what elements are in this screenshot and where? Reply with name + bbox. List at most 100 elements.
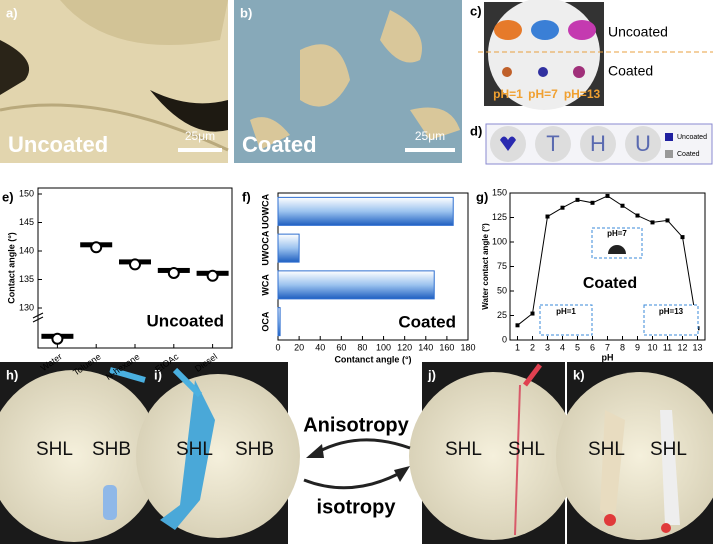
x-tick-label: 120	[397, 342, 412, 352]
y-tick-label: 100	[492, 236, 507, 246]
x-tick-label: 10	[647, 342, 657, 352]
panel-b: b) Coated 25μm	[234, 0, 462, 163]
y-axis-label: Water contact angle (°)	[481, 223, 490, 310]
panel-label: k)	[573, 367, 585, 382]
y-tick-label: 145	[19, 217, 34, 227]
x-tick-label: 9	[635, 342, 640, 352]
scale-bar: 25μm	[415, 129, 445, 143]
panel-label: j)	[427, 367, 436, 382]
panel-d: d) T H U Uncoated Coated	[470, 123, 713, 165]
region-label: SHB	[92, 439, 131, 460]
marker	[665, 218, 670, 223]
row-label: Coated	[608, 63, 653, 79]
x-tick-label: 2	[530, 342, 535, 352]
photos: h) i) j) k) SHL SHB SHL SHB SHL SHL SHL …	[0, 360, 713, 544]
panel-a: a) Uncoated 25μm	[0, 0, 229, 163]
x-tick-label: 180	[460, 342, 475, 352]
marker	[650, 220, 655, 225]
x-tick-label: 0	[275, 342, 280, 352]
annotation: Coated	[398, 312, 456, 331]
x-axis-label: pH	[602, 352, 614, 362]
region-label: SHB	[235, 439, 274, 460]
marker	[605, 193, 610, 198]
bar	[277, 270, 435, 300]
row-label: Uncoated	[608, 24, 668, 40]
dot	[129, 258, 141, 271]
x-tick-label: 5	[575, 342, 580, 352]
annotation: pH=1	[556, 307, 576, 316]
legend-entry: Uncoated	[677, 134, 707, 141]
dot	[90, 241, 103, 254]
x-tick-label: 80	[357, 342, 367, 352]
marker	[590, 200, 595, 205]
y-tick-label: UOWCA	[260, 193, 270, 228]
arrow-label: Anisotropy	[303, 414, 409, 436]
y-tick-label: 75	[497, 261, 507, 271]
region-label: SHL	[508, 439, 545, 460]
region-label: SHL	[176, 439, 213, 460]
bar	[277, 196, 454, 226]
x-tick-label: 140	[418, 342, 433, 352]
panel-c: c) Uncoated Coated pH=1 pH=7 pH=13	[470, 0, 713, 110]
annotation: pH=7	[607, 229, 627, 238]
marker	[575, 197, 580, 202]
x-tick-label: 8	[620, 342, 625, 352]
y-axis-label: Contact angle (°)	[6, 232, 16, 304]
x-tick-label: 40	[315, 342, 325, 352]
y-tick-label: 150	[492, 187, 507, 197]
panel-label: h)	[6, 367, 18, 382]
inset	[539, 304, 593, 336]
panel-label: d)	[470, 123, 482, 138]
x-tick-label: 100	[376, 342, 391, 352]
annotation: pH=13	[659, 307, 684, 316]
x-tick-label: 1	[515, 342, 520, 352]
inset	[643, 304, 699, 336]
arrow-label: isotropy	[317, 496, 397, 518]
marker	[680, 235, 685, 240]
panel-label: a)	[6, 5, 18, 20]
y-tick-label: OCA	[260, 311, 270, 332]
bar	[277, 233, 300, 263]
marker	[635, 213, 640, 218]
panel-label: c)	[470, 3, 482, 18]
axis-break	[32, 312, 44, 323]
dot	[167, 266, 180, 279]
x-tick-label: 12	[677, 342, 687, 352]
ph-label: pH=7	[528, 87, 558, 101]
marker	[620, 203, 625, 208]
region-label: SHL	[36, 439, 73, 460]
caption: Uncoated	[8, 132, 108, 157]
marker	[515, 323, 520, 328]
y-tick-label: 130	[19, 302, 34, 312]
dot	[51, 332, 64, 345]
x-tick-label: 160	[439, 342, 454, 352]
x-tick-label: 13	[692, 342, 702, 352]
region-label: SHL	[445, 439, 482, 460]
y-tick-label: 50	[497, 285, 507, 295]
x-tick-label: 4	[560, 342, 565, 352]
frame	[277, 192, 469, 341]
caption: Coated	[242, 132, 317, 157]
y-tick-label: 125	[492, 212, 507, 222]
x-tick-label: 6	[590, 342, 595, 352]
y-tick-label: WCA	[260, 274, 270, 296]
y-tick-label: 25	[497, 310, 507, 320]
marker	[545, 214, 550, 219]
letter: H	[590, 131, 606, 156]
region-label: SHL	[650, 439, 687, 460]
dot	[206, 269, 219, 282]
droplet	[608, 245, 626, 254]
region-label: SHL	[588, 439, 625, 460]
y-tick-label: UWOCA	[260, 230, 270, 265]
ph-label: pH=1	[493, 87, 523, 101]
marker	[560, 205, 565, 210]
bar	[277, 307, 281, 337]
panel-label: i)	[154, 367, 162, 382]
letter: T	[546, 131, 559, 156]
panel-label: f)	[242, 189, 251, 204]
y-tick-label: 0	[502, 334, 507, 344]
x-tick-label: 20	[294, 342, 304, 352]
x-tick-label: 3	[545, 342, 550, 352]
x-tick-label: 60	[336, 342, 346, 352]
